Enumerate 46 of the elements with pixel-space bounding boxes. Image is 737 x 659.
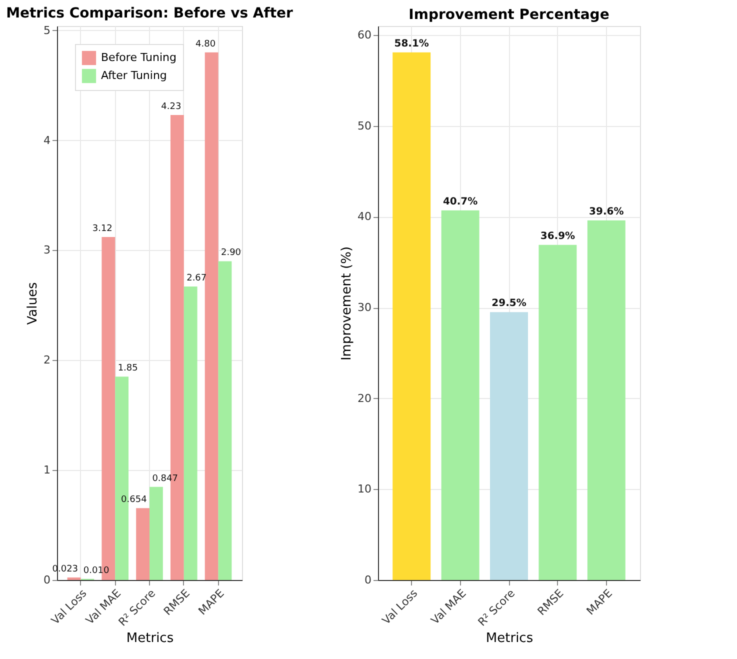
bar xyxy=(150,486,163,580)
data-label: 2.90 xyxy=(220,248,242,258)
data-label: 58.1% xyxy=(394,38,429,50)
y-tick-label: 0 xyxy=(44,574,50,586)
legend-label: Before Tuning xyxy=(101,51,176,64)
data-label: 0.654 xyxy=(121,495,148,506)
y-tick-label: 40 xyxy=(358,210,372,224)
bar xyxy=(184,286,198,580)
chart-title: Improvement Percentage xyxy=(408,7,610,23)
bar xyxy=(392,52,431,580)
bar xyxy=(441,210,480,580)
y-axis-title: Improvement (%) xyxy=(340,246,355,361)
data-label: 4.80 xyxy=(196,39,216,50)
data-label: 1.85 xyxy=(118,364,138,374)
y-tick-label: 20 xyxy=(358,392,372,405)
bar xyxy=(490,312,528,580)
bar xyxy=(587,220,626,580)
bar xyxy=(218,261,232,580)
data-label: 39.6% xyxy=(589,206,624,218)
data-label: 40.7% xyxy=(442,196,478,208)
y-tick-label: 3 xyxy=(44,244,50,257)
y-axis-title: Values xyxy=(26,282,40,325)
y-tick-label: 5 xyxy=(44,24,50,37)
bar xyxy=(136,508,150,580)
y-tick-label: 1 xyxy=(44,464,50,477)
bar xyxy=(67,577,81,580)
bar xyxy=(538,244,577,580)
data-label: 2.67 xyxy=(186,274,207,284)
y-tick-label: 0 xyxy=(364,574,372,586)
y-tick-label: 4 xyxy=(44,134,50,147)
data-label: 3.12 xyxy=(92,224,112,234)
y-tick-label: 2 xyxy=(44,354,50,367)
y-tick-label: 60 xyxy=(358,28,372,42)
chart-title: Metrics Comparison: Before vs After xyxy=(6,5,294,22)
data-label: 0.010 xyxy=(83,566,110,576)
x-axis-title: Metrics xyxy=(126,631,174,646)
data-label: 29.5% xyxy=(492,298,526,310)
y-tick-label: 10 xyxy=(358,482,372,496)
data-label: 36.9% xyxy=(540,230,576,242)
data-label: 0.847 xyxy=(152,474,178,484)
legend-label: After Tuning xyxy=(101,69,167,82)
y-tick-label: 30 xyxy=(358,301,372,314)
data-label: 4.23 xyxy=(161,102,182,112)
bar xyxy=(204,52,218,580)
y-tick-label: 50 xyxy=(358,119,372,132)
x-axis-title: Metrics xyxy=(486,631,534,646)
